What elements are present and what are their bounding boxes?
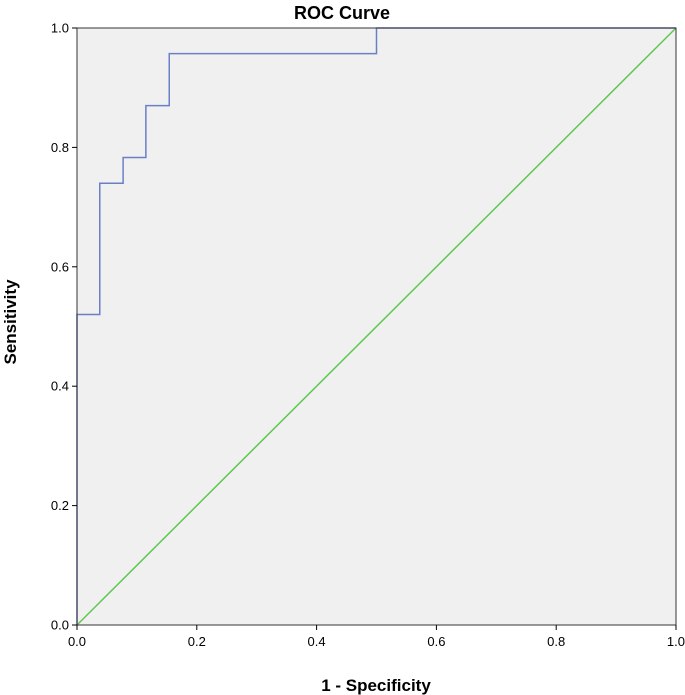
roc-curve-line: [76, 27, 676, 625]
y-axis: 0.0 0.2 0.4 0.6 0.8 1.0: [51, 21, 77, 633]
reference-diagonal-line: [76, 27, 677, 626]
chart-title: ROC Curve: [294, 3, 390, 23]
x-tick-label: 0.0: [68, 634, 86, 649]
x-tick-label: 0.2: [188, 634, 206, 649]
x-axis-title: 1 - Specificity: [321, 676, 431, 695]
x-tick-label: 0.8: [547, 634, 565, 649]
y-tick-label: 0.6: [51, 259, 69, 274]
y-tick-label: 0.4: [51, 379, 69, 394]
y-tick-label: 0.0: [51, 618, 69, 633]
x-tick-label: 1.0: [667, 634, 685, 649]
x-axis: 0.0 0.2 0.4 0.6 0.8 1.0: [68, 625, 685, 649]
plot-frame: [76, 27, 677, 626]
series-layer: [76, 27, 677, 626]
y-axis-title: Sensitivity: [1, 279, 20, 365]
y-tick-label: 0.2: [51, 498, 69, 513]
x-tick-label: 0.6: [427, 634, 445, 649]
y-tick-label: 1.0: [51, 21, 69, 36]
x-tick-label: 0.4: [308, 634, 326, 649]
y-tick-label: 0.8: [51, 140, 69, 155]
